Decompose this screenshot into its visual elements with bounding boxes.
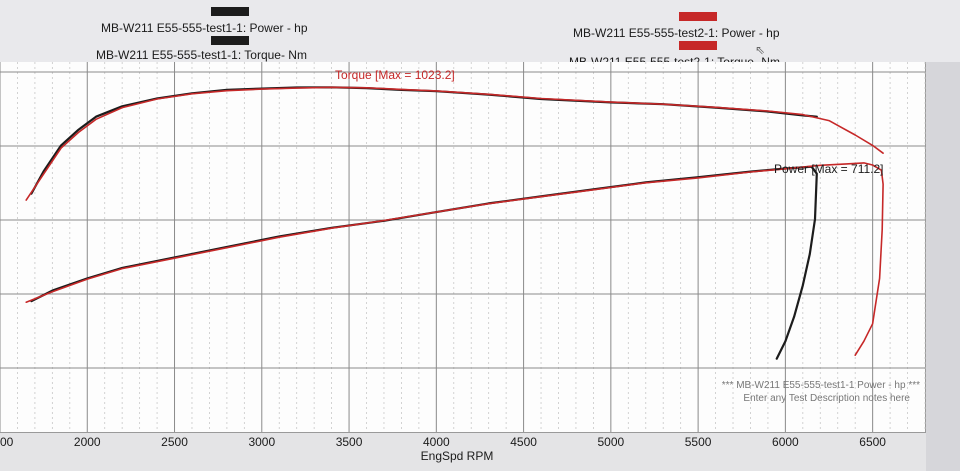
x-tick-label: 4500	[510, 435, 537, 449]
x-tick-label: 4000	[423, 435, 450, 449]
x-tick-label: 1500	[0, 435, 14, 449]
test-notes-line2: Enter any Test Description notes here	[743, 393, 910, 404]
x-tick-label: 3000	[248, 435, 275, 449]
x-tick-label: 6000	[772, 435, 799, 449]
right-scroll-strip[interactable]	[926, 62, 960, 471]
legend-swatch-test2-torque	[679, 41, 717, 50]
x-tick-labels: 1500 2000 2500 3000 3500 4000 4500 5000 5500 6000…	[0, 435, 886, 449]
x-tick-label: 5000	[597, 435, 624, 449]
power-max-label: Power [Max = 711.2]	[774, 162, 884, 176]
legend-label-test2-power: MB-W211 E55-555-test2-1: Power - hp	[573, 26, 780, 40]
x-tick-label: 3500	[336, 435, 363, 449]
legend-swatch-test2-power	[679, 12, 717, 21]
legend-label-test1-torque: MB-W211 E55-555-test1-1: Torque- Nm	[96, 48, 307, 62]
legend-header: MB-W211 E55-555-test1-1: Power - hp MB-W…	[0, 0, 960, 69]
plot-area	[0, 62, 926, 433]
x-axis-title: EngSpd RPM	[421, 449, 494, 463]
test-notes-line1: *** MB-W211 E55-555-test1-1 Power - hp *…	[722, 380, 920, 391]
torque-max-label: Torque [Max = 1023.2]	[335, 68, 455, 82]
legend-swatch-test1-torque	[211, 36, 249, 45]
power-line-test2	[25, 162, 884, 357]
dyno-chart: 1500 2000 2500 3000 3500 4000 4500 5000 5500 6000…	[0, 62, 926, 463]
x-tick-label: 2500	[161, 435, 188, 449]
torque-line-test2	[25, 86, 884, 201]
grid	[0, 62, 926, 432]
legend-swatch-test1-power	[211, 7, 249, 16]
x-tick-label: 5500	[685, 435, 712, 449]
series-lines	[25, 86, 884, 360]
legend-label-test1-power: MB-W211 E55-555-test1-1: Power - hp	[101, 21, 308, 35]
mouse-pointer-icon: ⇖	[755, 43, 766, 57]
x-tick-label: 6500	[859, 435, 886, 449]
x-tick-label: 2000	[74, 435, 101, 449]
